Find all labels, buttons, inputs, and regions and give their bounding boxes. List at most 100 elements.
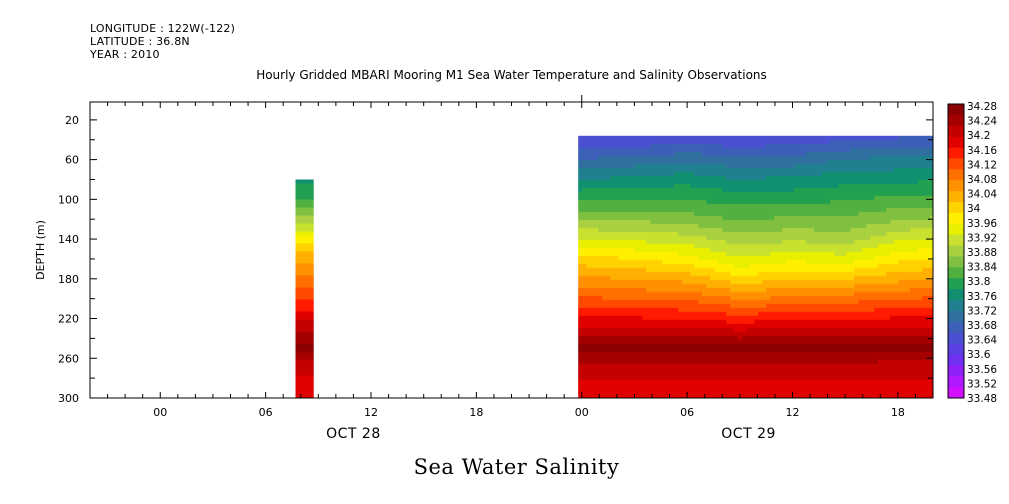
heat-cell [666, 299, 671, 305]
heat-cell [806, 195, 811, 201]
heat-cell [622, 343, 627, 349]
heat-cell [822, 295, 827, 301]
heat-cell [854, 315, 859, 321]
heat-cell [626, 195, 631, 201]
heat-cell [722, 251, 727, 257]
heat-cell [610, 175, 615, 181]
heat-cell [674, 299, 679, 305]
heat-cell [766, 163, 771, 169]
heat-cell [766, 223, 771, 229]
heat-cell [726, 271, 731, 277]
heat-cell [626, 391, 631, 397]
heat-cell [311, 371, 314, 377]
heat-cell [782, 243, 787, 249]
heat-cell [734, 283, 739, 289]
heat-cell [758, 359, 763, 365]
heat-cell [810, 259, 815, 265]
heat-cell [303, 339, 309, 345]
heat-cell [750, 179, 755, 185]
heat-cell [307, 263, 313, 269]
heat-cell [658, 255, 663, 261]
heat-cell [762, 235, 767, 241]
heat-cell [802, 251, 807, 257]
heat-cell [758, 223, 763, 229]
heat-cell [670, 155, 675, 161]
heat-cell [694, 143, 699, 149]
heat-cell [802, 335, 807, 341]
heat-cell [754, 339, 759, 345]
heat-cell [730, 287, 735, 293]
heat-cell [802, 243, 807, 249]
heat-cell [602, 371, 607, 377]
heat-cell [850, 327, 855, 333]
heat-cell [682, 359, 687, 365]
heat-cell [594, 247, 599, 253]
heat-cell [818, 387, 823, 393]
heat-cell [766, 327, 771, 333]
heat-cell [794, 327, 799, 333]
heat-cell [850, 159, 855, 165]
heat-cell [854, 299, 859, 305]
heat-cell [858, 371, 863, 377]
heat-cell [598, 279, 603, 285]
heat-cell [782, 283, 787, 289]
heat-cell [678, 187, 683, 193]
heat-cell [770, 191, 775, 197]
heat-cell [642, 139, 647, 145]
heat-cell [714, 303, 719, 309]
heat-cell [586, 191, 591, 197]
heat-cell [786, 207, 791, 213]
heat-cell [690, 339, 695, 345]
heat-cell [686, 187, 691, 193]
heat-cell [307, 387, 313, 393]
heat-cell [311, 187, 314, 193]
heat-cell [814, 163, 819, 169]
heat-cell [774, 251, 779, 257]
heat-cell [634, 347, 639, 353]
heat-cell [295, 179, 301, 185]
heat-cell [634, 343, 639, 349]
heat-cell [686, 291, 691, 297]
heat-cell [706, 315, 711, 321]
heat-cell [726, 355, 731, 361]
heat-cell [854, 183, 859, 189]
heat-cell [299, 363, 305, 369]
heat-cell [830, 331, 835, 337]
heat-cell [295, 271, 301, 277]
heat-cell [738, 159, 743, 165]
heat-cell [650, 147, 655, 153]
heat-cell [842, 247, 847, 253]
heat-cell [622, 247, 627, 253]
heat-cell [806, 275, 811, 281]
heat-cell [594, 275, 599, 281]
heat-cell [698, 179, 703, 185]
heat-cell [718, 355, 723, 361]
heat-cell [698, 287, 703, 293]
heat-cell [710, 371, 715, 377]
heat-cell [303, 347, 309, 353]
heat-cell [618, 395, 623, 398]
heat-cell [774, 199, 779, 205]
heat-cell [762, 175, 767, 181]
heat-cell [806, 291, 811, 297]
heat-cell [754, 151, 759, 157]
heat-cell [830, 215, 835, 221]
heat-cell [610, 219, 615, 225]
heat-cell [838, 391, 843, 397]
heat-cell [774, 159, 779, 165]
heat-cell [602, 375, 607, 381]
heat-cell [662, 199, 667, 205]
heat-cell [818, 335, 823, 341]
heat-cell [694, 227, 699, 233]
heat-cell [578, 395, 583, 398]
heat-cell [806, 219, 811, 225]
heat-cell [586, 231, 591, 237]
heat-cell [810, 275, 815, 281]
heat-cell [734, 239, 739, 245]
heat-cell [582, 147, 587, 153]
heat-cell [802, 351, 807, 357]
heat-cell [614, 187, 619, 193]
heat-cell [626, 359, 631, 365]
heat-cell [754, 247, 759, 253]
heat-cell [598, 367, 603, 373]
